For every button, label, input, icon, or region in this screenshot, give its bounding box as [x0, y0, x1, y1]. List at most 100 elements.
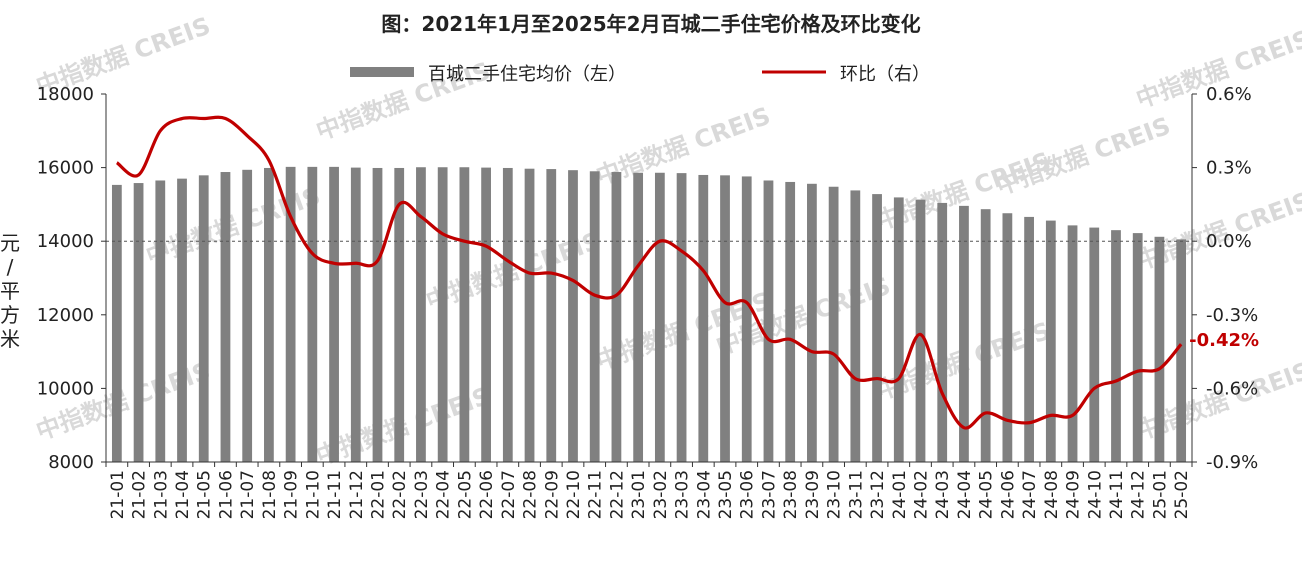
- y-axis-label-char: 元: [0, 231, 20, 255]
- x-tick-label: 22-12: [607, 470, 627, 519]
- x-tick-label: 24-07: [1020, 470, 1040, 519]
- x-tick-label: 21-10: [303, 470, 323, 519]
- bar: [372, 167, 383, 462]
- x-tick-label: 21-05: [195, 470, 215, 519]
- bar: [133, 183, 144, 462]
- x-tick-label: 22-07: [499, 470, 519, 519]
- bar: [111, 184, 122, 462]
- y-axis-label-char: 平: [0, 279, 20, 303]
- bar: [394, 167, 405, 462]
- x-tick-label: 22-03: [412, 470, 432, 519]
- right-tick-label: -0.6%: [1206, 378, 1258, 399]
- right-tick-label: 0.3%: [1206, 158, 1252, 179]
- bar: [329, 166, 339, 462]
- x-tick-label: 23-02: [651, 470, 671, 519]
- x-tick-label: 23-03: [673, 470, 693, 519]
- bar: [872, 194, 882, 462]
- x-tick-label: 21-08: [260, 470, 280, 519]
- legend-swatch-bar: [350, 67, 414, 77]
- line-path: [115, 115, 1183, 430]
- bar: [1002, 213, 1013, 462]
- x-tick-label: 23-10: [825, 470, 845, 519]
- x-tick-label: 24-04: [955, 470, 975, 519]
- right-tick-label: 0.6%: [1206, 84, 1252, 105]
- x-tick-label: 25-02: [1172, 470, 1192, 519]
- right-tick-label: -0.9%: [1206, 452, 1258, 473]
- x-tick-label: 24-01: [890, 470, 910, 519]
- bar: [980, 209, 991, 462]
- x-tick-label: 23-08: [781, 470, 801, 519]
- bar: [481, 167, 491, 462]
- left-tick-label: 18000: [37, 84, 94, 105]
- bar: [524, 168, 535, 463]
- bar: [1067, 225, 1078, 462]
- x-tick-label: 21-11: [325, 470, 345, 519]
- x-tick-label: 22-04: [434, 470, 454, 519]
- x-tick-label: 23-04: [694, 470, 714, 519]
- x-tick-label: 25-01: [1150, 470, 1170, 519]
- bar: [285, 166, 296, 462]
- x-tick-label: 23-05: [716, 470, 736, 519]
- bar: [589, 171, 600, 462]
- x-tick-label: 22-06: [477, 470, 497, 519]
- x-tick-label: 21-07: [238, 470, 258, 519]
- x-tick-label: 21-04: [173, 470, 193, 519]
- bar: [568, 170, 578, 462]
- bar: [654, 172, 665, 462]
- bar: [763, 180, 774, 463]
- bar: [198, 175, 209, 462]
- bar: [437, 167, 448, 462]
- x-tick-label: 22-09: [542, 470, 562, 519]
- x-tick-label: 24-06: [998, 470, 1018, 519]
- x-tick-label: 24-11: [1107, 470, 1127, 519]
- last-value-annotation: -0.42%: [1189, 330, 1259, 351]
- left-tick-label: 10000: [37, 378, 94, 399]
- x-tick-label: 24-09: [1064, 470, 1084, 519]
- x-tick-label: 23-01: [629, 470, 649, 519]
- x-tick-label: 23-12: [868, 470, 888, 519]
- bar: [177, 178, 187, 462]
- bar: [546, 169, 557, 462]
- bar: [502, 167, 513, 462]
- x-tick-label: 21-06: [216, 470, 236, 519]
- bar: [155, 180, 166, 463]
- x-tick-label: 24-05: [977, 470, 997, 519]
- x-tick-label: 24-10: [1085, 470, 1105, 519]
- bar: [676, 173, 687, 462]
- axes: 8000 10000 12000 14000 16000 18000 -0.9% -0.6% -…: [37, 84, 1259, 519]
- y-axis-label-char: 米: [0, 327, 20, 351]
- x-tick-label: 21-01: [108, 470, 128, 519]
- left-tick-label: 8000: [48, 452, 94, 473]
- legend-label-line: 环比（右）: [840, 64, 930, 85]
- y-axis-label-char: /: [7, 255, 14, 279]
- legend: 百城二手住宅均价（左） 环比（右）: [350, 64, 930, 85]
- bar: [893, 197, 904, 462]
- bar: [416, 167, 426, 462]
- bar: [959, 205, 969, 462]
- x-tick-label: 22-11: [586, 470, 606, 519]
- bar: [1111, 230, 1121, 462]
- x-tick-label: 23-07: [759, 470, 779, 519]
- x-tick-label: 21-02: [130, 470, 150, 519]
- x-tick-label: 24-02: [912, 470, 932, 519]
- x-tick-label: 23-09: [803, 470, 823, 519]
- left-tick-label: 12000: [37, 305, 94, 326]
- line-series: [115, 115, 1183, 430]
- bar: [459, 167, 470, 462]
- bar: [264, 167, 274, 462]
- bar: [1024, 216, 1034, 462]
- bar: [611, 172, 622, 463]
- bar: [828, 186, 839, 462]
- x-tick-label: 21-03: [151, 470, 171, 519]
- bar: [350, 167, 361, 462]
- bar: [220, 172, 231, 463]
- x-tick-label: 22-08: [521, 470, 541, 519]
- x-tick-label: 24-12: [1129, 470, 1149, 519]
- x-tick-label: 23-06: [738, 470, 758, 519]
- bar: [937, 202, 948, 463]
- bar: [1154, 236, 1165, 462]
- x-tick-label: 22-05: [455, 470, 475, 519]
- bar: [1176, 239, 1187, 462]
- x-tick-label: 22-02: [390, 470, 410, 519]
